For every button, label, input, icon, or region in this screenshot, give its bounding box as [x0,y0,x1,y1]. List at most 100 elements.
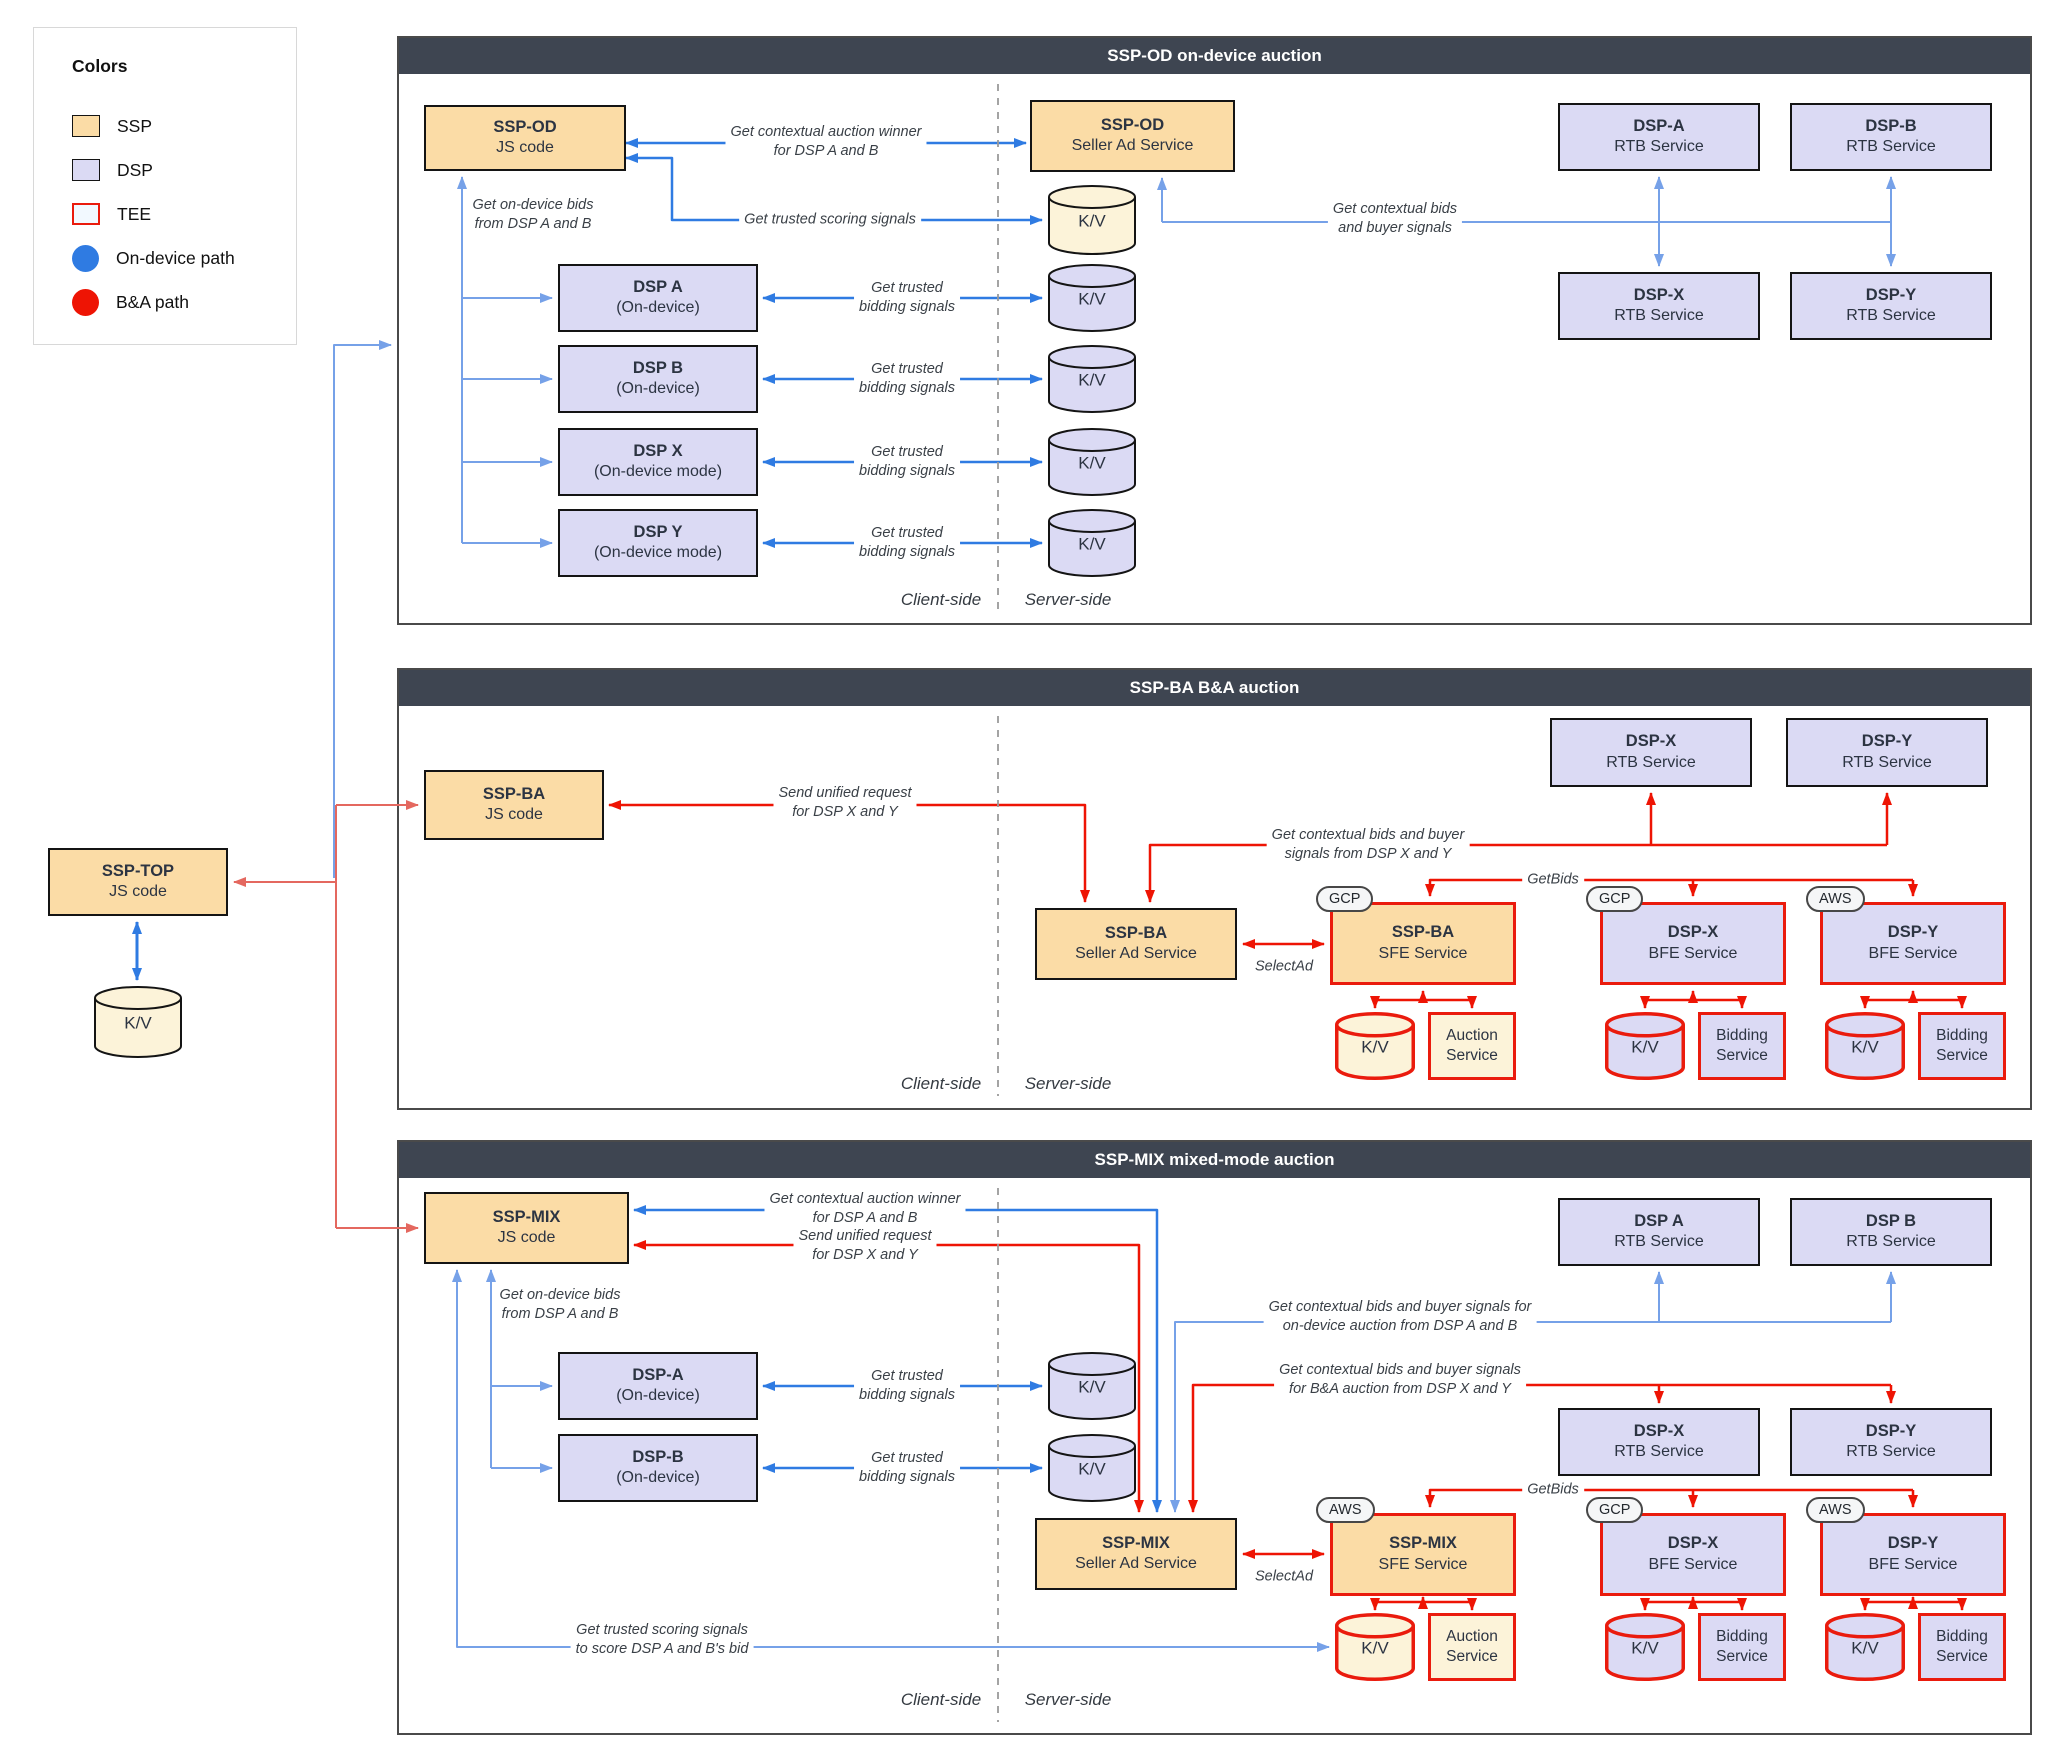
node-title: SSP-OD [1100,115,1165,134]
edge-label-line: SelectAd [1254,1568,1314,1585]
edge-label-line: for DSP A and B [773,143,879,159]
edge-path-30 [1145,843,1887,903]
node-title: DSP-Y [1861,732,1913,751]
database-cylinder-icon [94,986,182,1058]
kv-label: K/V [1851,1037,1879,1057]
legend-title: Colors [72,56,128,76]
edge-label-line: bidding signals [859,544,955,560]
node-title: DSP-Y [1865,285,1917,304]
node-dsp-a-rtb-3: DSP A RTB Service [1558,1198,1760,1266]
node-subtitle: RTB Service [1614,138,1704,156]
node-title: DSP-X [1633,285,1685,304]
node-ssp-mix-js: SSP-MIX JS code [424,1192,629,1264]
node-dsp-x-bidding-service-2: Bidding Service [1698,1012,1786,1080]
node-subtitle: RTB Service [1846,1233,1936,1251]
node-title: SSP-MIX [1389,1534,1457,1553]
client-side-label: Client-side [900,590,982,609]
node-subtitle: JS code [496,139,554,157]
edge-label-line: Get trusted [871,361,943,378]
legend-swatch-dsp [72,159,100,181]
node-dsp-y-rtb-3: DSP-Y RTB Service [1790,1408,1992,1476]
edge-label-line: from DSP A and B [501,1306,619,1322]
legend-label: DSP [117,159,153,180]
node-title: DSP-B [1865,116,1917,135]
kv-label: K/V [1078,1377,1106,1397]
edge-label-winner-3: Get contextual auction winner for DSP A a… [764,1190,966,1228]
node-title: DSP-X [1625,732,1677,751]
section-header-0: SSP-OD on-device auction [399,38,2030,74]
edge-label-line: Get trusted scoring signals [576,1622,748,1639]
legend-item-on-device-path: On-device path [72,244,235,272]
node-title: SSP-OD [493,117,557,136]
legend-label: TEE [117,203,152,224]
node-title: DSP-A [632,1365,684,1384]
edge-label-line: for DSP X and Y [792,804,898,820]
edge-label-bidding-1a: Get trusted bidding signals [854,279,960,317]
node-title: Bidding [1936,1026,1988,1044]
node-title: DSP-X [1633,1421,1685,1440]
edge-label-line: bidding signals [859,299,955,315]
node-ssp-od-seller-ad-service: SSP-OD Seller Ad Service [1030,100,1235,172]
edge-label-line: SelectAd [1254,958,1314,975]
edge-label-line: Get on-device bids [472,197,594,214]
node-ssp-od-js: SSP-OD JS code [424,105,626,171]
edge-label-bidding-3a: Get trusted bidding signals [854,1367,960,1405]
edge-label-getbids-3: GetBids [1522,1480,1584,1500]
server-side-label: Server-side [1024,1074,1112,1093]
node-ssp-ba-auction-service: Auction Service [1428,1012,1516,1080]
edge-label-contextual-ba-3: Get contextual bids and buyer signals for… [1274,1361,1526,1399]
node-subtitle: (On-device) [616,1387,700,1405]
node-dsp-x-bfe-3: DSP-X BFE Service [1600,1513,1786,1596]
edge-label-unified-2: Send unified request for DSP X and Y [773,784,917,822]
node-subtitle: JS code [497,1229,556,1247]
node-ssp-mix-sfe-kv: K/V [1335,1613,1415,1681]
edge-label-selectad-2: SelectAd [1255,958,1313,977]
node-dsp-a-on-device-3: DSP-A (On-device) [558,1352,758,1420]
node-title: SSP-BA [1104,923,1168,942]
node-title: Bidding [1716,1026,1768,1044]
node-title: DSP B [1865,1211,1917,1230]
node-dsp-y-bfe-2: DSP-Y BFE Service [1820,902,2006,985]
node-subtitle: (On-device) [616,299,700,317]
node-title: SSP-TOP [101,861,175,880]
section-header-2: SSP-MIX mixed-mode auction [399,1142,2030,1178]
edge-label-od-bids-3: Get on-device bids from DSP A and B [500,1286,621,1324]
kv-label: K/V [1361,1638,1389,1658]
edge-label-line: bidding signals [859,463,955,479]
edge-label-scoring-1: Get trusted scoring signals [739,210,921,230]
node-title: Bidding [1936,1627,1988,1645]
node-dsp-b-rtb-3: DSP B RTB Service [1790,1198,1992,1266]
legend-label: SSP [117,115,153,136]
kv-label: K/V [1078,1459,1106,1479]
node-dsp-y-bfe-3: DSP-Y BFE Service [1820,1513,2006,1596]
node-ssp-mix-auction-service: Auction Service [1428,1613,1516,1681]
legend: Colors SSP DSP TEE On-device path B&A path [33,27,297,345]
cloud-provider-badge: AWS [1806,886,1865,912]
node-dsp-a-on-device: DSP A (On-device) [558,264,758,332]
legend-swatch-tee [72,203,100,225]
node-ssp-top-kv: K/V [94,986,182,1058]
node-ssp-ba-seller-ad-service: SSP-BA Seller Ad Service [1035,908,1237,980]
section-title: SSP-OD on-device auction [1107,46,1322,65]
node-subtitle: RTB Service [1846,138,1936,156]
section-header-1: SSP-BA B&A auction [399,670,2030,706]
server-side-label: Server-side [1024,590,1112,609]
ba-path-dot-icon [72,288,99,316]
edge-label-scoring-3: Get trusted scoring signals to score DSP … [570,1621,754,1659]
node-subtitle: (On-device mode) [593,544,723,562]
node-subtitle: SFE Service [1378,944,1468,962]
kv-label: K/V [124,1013,152,1033]
legend-item-tee: TEE [72,200,151,228]
node-dsp-x-rtb-1: DSP-X RTB Service [1558,272,1760,340]
kv-label: K/V [1078,534,1106,554]
node-subtitle: (On-device) [616,380,700,398]
edge-label-line: Get contextual bids and buyer signals [1279,1362,1521,1379]
node-dsp-x-bfe-kv-2: K/V [1605,1012,1685,1080]
node-subtitle: BFE Service [1648,1555,1738,1573]
node-title: DSP A [1634,1211,1684,1230]
kv-label: K/V [1631,1037,1659,1057]
legend-item-ssp: SSP [72,112,152,140]
node-title: Bidding [1716,1627,1768,1645]
edge-label-line: Get trusted scoring signals [744,211,916,228]
